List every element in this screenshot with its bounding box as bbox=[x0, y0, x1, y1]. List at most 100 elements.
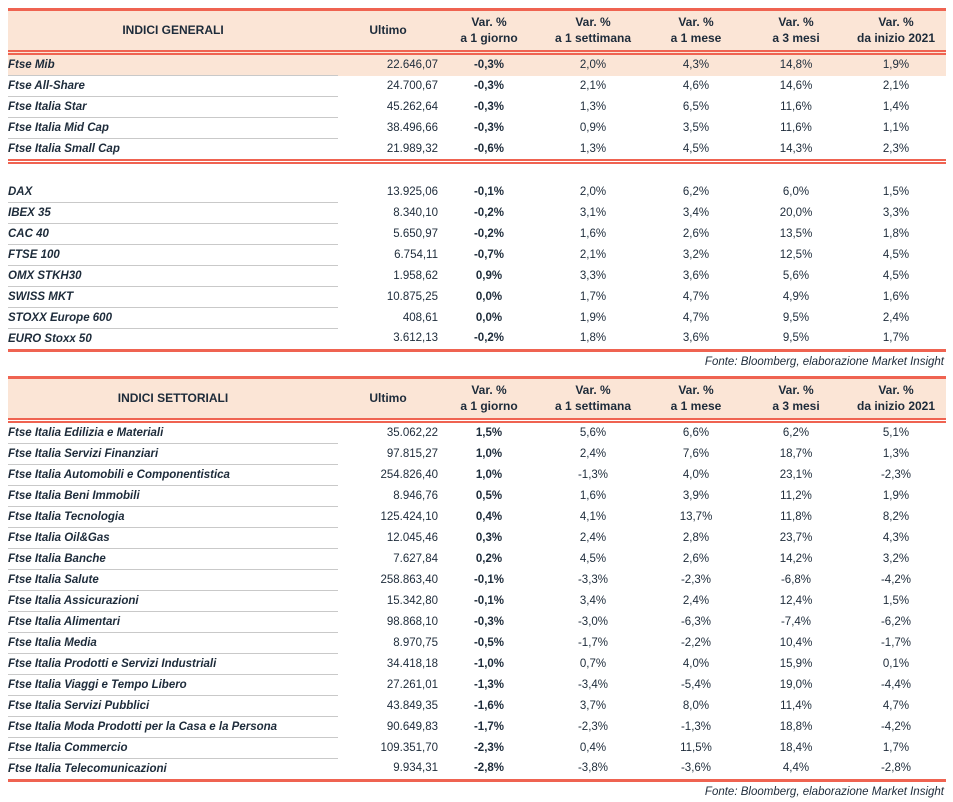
var-value-2: -2,3% bbox=[577, 720, 609, 733]
index-row: Ftse Italia Mid Cap 38.496,66 -0,3% 0,9% 3,5… bbox=[8, 117, 946, 139]
var-value-3: 4,6% bbox=[682, 80, 710, 92]
index-name: Ftse Italia Servizi Pubblici bbox=[8, 695, 338, 717]
index-name: Ftse Italia Automobili e Componentistica bbox=[8, 464, 338, 486]
index-name: SWISS MKT bbox=[8, 286, 338, 308]
var-value-1: -0,3% bbox=[473, 122, 505, 134]
index-name: CAC 40 bbox=[8, 223, 338, 245]
index-row: EURO Stoxx 50 3.612,13 -0,2% 1,8% 3,6% 9,5% 1,… bbox=[8, 328, 946, 351]
var-value-1: 0,2% bbox=[475, 552, 503, 565]
var-value-2: 5,6% bbox=[579, 426, 607, 439]
ultimo-value: 90.649,83 bbox=[386, 720, 438, 733]
index-name: Ftse Italia Viaggi e Tempo Libero bbox=[8, 674, 338, 696]
var-value-1: -0,3% bbox=[473, 80, 505, 92]
var-value-1: -0,5% bbox=[473, 636, 505, 649]
index-row: Ftse Italia Prodotti e Servizi Industria… bbox=[8, 653, 946, 675]
var-value-5: 2,1% bbox=[882, 80, 910, 92]
var-value-5: -6,2% bbox=[880, 615, 912, 628]
index-name: Ftse Italia Mid Cap bbox=[8, 117, 338, 139]
var-value-5: -1,7% bbox=[880, 636, 912, 649]
ultimo-value: 10.875,25 bbox=[386, 290, 438, 303]
index-name: Ftse All-Share bbox=[8, 75, 338, 97]
var-value-2: 3,1% bbox=[579, 206, 607, 219]
ultimo-value: 34.418,18 bbox=[386, 657, 438, 670]
var-value-5: 1,5% bbox=[882, 185, 910, 198]
var-value-4: -7,4% bbox=[780, 615, 812, 628]
var-value-1: 0,0% bbox=[475, 311, 503, 324]
ultimo-value: 24.700,67 bbox=[386, 80, 438, 92]
column-header-ultimo: Ultimo bbox=[338, 377, 438, 423]
index-name: Ftse Italia Prodotti e Servizi Industria… bbox=[8, 653, 338, 675]
ultimo-value: 109.351,70 bbox=[380, 741, 438, 754]
index-row: SWISS MKT 10.875,25 0,0% 1,7% 4,7% 4,9% 1,6% bbox=[8, 286, 946, 308]
var-value-3: 13,7% bbox=[679, 510, 713, 523]
var-value-3: 4,5% bbox=[682, 142, 710, 155]
var-value-5: 4,5% bbox=[882, 248, 910, 261]
ultimo-value: 12.045,46 bbox=[386, 531, 438, 544]
index-name: EURO Stoxx 50 bbox=[8, 328, 338, 351]
ultimo-value: 8.970,75 bbox=[393, 636, 438, 649]
index-name: Ftse Italia Servizi Finanziari bbox=[8, 443, 338, 465]
var-period: a 1 giorno bbox=[460, 398, 518, 413]
var-value-2: 1,3% bbox=[579, 101, 607, 113]
var-value-4: 12,5% bbox=[779, 248, 813, 261]
var-value-1: -1,6% bbox=[473, 699, 505, 712]
index-row: DAX 13.925,06 -0,1% 2,0% 6,2% 6,0% 1,5% bbox=[8, 181, 946, 203]
index-name: Ftse Italia Star bbox=[8, 96, 338, 118]
index-name: Ftse Italia Assicurazioni bbox=[8, 590, 338, 612]
var-value-1: -2,3% bbox=[473, 741, 505, 754]
var-value-1: 1,0% bbox=[475, 447, 503, 460]
var-value-2: 3,4% bbox=[579, 594, 607, 607]
var-value-1: -0,3% bbox=[473, 615, 505, 628]
var-value-2: 2,4% bbox=[579, 531, 607, 544]
index-row: Ftse Italia Commercio 109.351,70 -2,3% 0,4%… bbox=[8, 737, 946, 759]
index-row: Ftse Italia Banche 7.627,84 0,2% 4,5% 2,6% 14… bbox=[8, 548, 946, 570]
var-label: Var. % bbox=[878, 15, 914, 29]
var-value-4: 10,4% bbox=[779, 636, 813, 649]
var-value-1: -0,2% bbox=[473, 206, 505, 219]
var-value-5: -2,8% bbox=[880, 762, 912, 775]
indici-generali-table: INDICI GENERALI Ultimo Var. % a 1 giorno… bbox=[8, 8, 946, 352]
source-note: Fonte: Bloomberg, elaborazione Market In… bbox=[704, 355, 944, 368]
index-name: Ftse Italia Commercio bbox=[8, 737, 338, 759]
ultimo-value: 45.262,64 bbox=[386, 101, 438, 113]
ultimo-value: 7.627,84 bbox=[393, 552, 438, 565]
var-value-1: -2,8% bbox=[473, 762, 505, 775]
var-value-5: 1,3% bbox=[882, 447, 910, 460]
var-value-1: 0,5% bbox=[475, 489, 503, 502]
var-value-5: 8,2% bbox=[882, 510, 910, 523]
var-value-2: -3,4% bbox=[577, 678, 609, 691]
var-value-2: 2,0% bbox=[579, 185, 607, 198]
index-row: Ftse Italia Moda Prodotti per la Casa e … bbox=[8, 716, 946, 738]
column-header-var-1-mese: Var. % a 1 mese bbox=[646, 377, 746, 423]
var-period: a 1 giorno bbox=[460, 31, 518, 45]
var-value-3: 3,6% bbox=[682, 269, 710, 282]
var-value-1: -0,2% bbox=[473, 332, 505, 345]
var-value-3: 4,0% bbox=[682, 657, 710, 670]
var-value-1: -1,7% bbox=[473, 720, 505, 733]
var-period: da inizio 2021 bbox=[856, 398, 936, 413]
var-value-4: 11,6% bbox=[780, 122, 812, 134]
var-value-2: 1,7% bbox=[579, 290, 607, 303]
var-value-3: 2,6% bbox=[682, 227, 710, 240]
var-value-4: 14,6% bbox=[779, 80, 813, 92]
var-value-1: -1,0% bbox=[473, 657, 505, 670]
column-header-var-1-mese: Var. % a 1 mese bbox=[646, 9, 746, 55]
var-value-4: 18,8% bbox=[779, 720, 813, 733]
var-value-2: -3,3% bbox=[577, 573, 609, 586]
var-period: a 3 mesi bbox=[772, 398, 820, 413]
var-label: Var. % bbox=[778, 382, 814, 397]
var-value-3: 2,4% bbox=[682, 594, 710, 607]
var-label: Var. % bbox=[778, 15, 814, 29]
index-name: Ftse Italia Media bbox=[8, 632, 338, 654]
var-value-2: -3,8% bbox=[577, 762, 609, 775]
var-period: a 1 settimana bbox=[554, 398, 632, 413]
var-value-4: 5,6% bbox=[782, 269, 810, 282]
var-value-3: 2,8% bbox=[682, 531, 710, 544]
ultimo-value: 3.612,13 bbox=[393, 332, 438, 345]
var-value-4: 11,6% bbox=[780, 101, 812, 113]
var-value-4: 6,0% bbox=[782, 185, 810, 198]
column-header-var-3-mesi: Var. % a 3 mesi bbox=[746, 377, 846, 423]
var-value-3: -1,3% bbox=[680, 720, 712, 733]
index-name: Ftse Italia Tecnologia bbox=[8, 506, 338, 528]
index-row: Ftse Italia Servizi Finanziari 97.815,27 1… bbox=[8, 443, 946, 465]
